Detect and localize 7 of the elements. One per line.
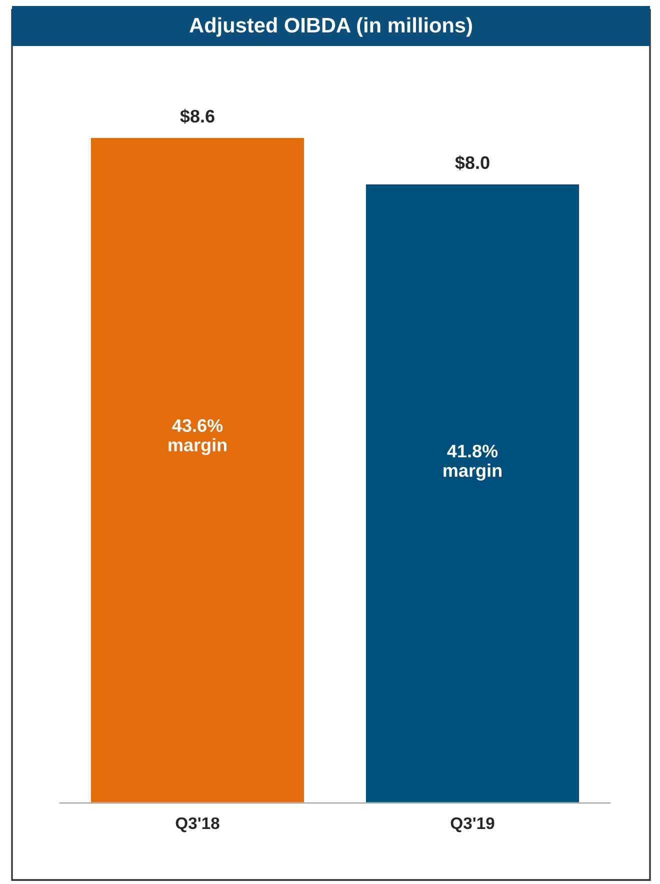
chart-title: Adjusted OIBDA (in millions) [190,17,472,37]
x-tick-label: Q3'19 [450,817,494,832]
x-tick-label: Q3'18 [176,817,220,832]
annotation: 43.6% margin [168,419,226,456]
annotation: 41.8% margin [444,444,502,481]
data-label: $8.0 [455,155,490,170]
data-label: $8.6 [180,109,214,124]
